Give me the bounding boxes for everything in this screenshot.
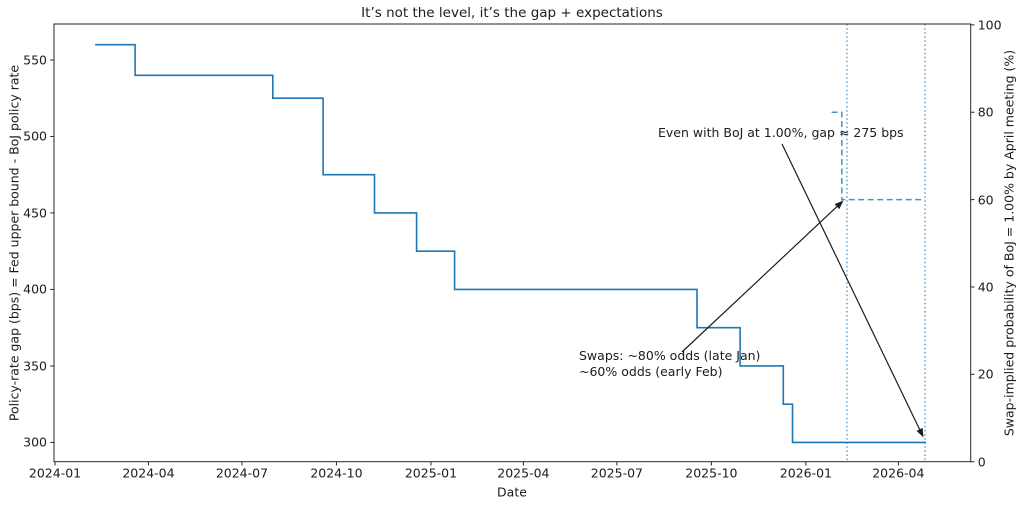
x-axis-label: Date [497,484,527,500]
y-left-tick-label: 550 [23,52,47,68]
x-tick-label: 2025-10 [685,465,738,480]
x-tick-label: 2024-10 [310,465,363,480]
annotation-arrow [781,143,922,433]
y-left-tick-label: 450 [23,205,47,221]
x-tick-label: 2026-01 [779,465,832,480]
x-tick-label: 2025-01 [404,465,458,480]
gap-step-line [95,43,927,444]
y-left-tick-label: 300 [23,434,47,450]
left-axis-label: Policy-rate gap (bps) = Fed upper bound … [6,64,22,422]
plot-border [53,23,972,463]
annotation-swap-odds: Swaps: ~80% odds (late Jan) ~60% odds (e… [579,348,761,379]
annotation-gap-275bps: Even with BoJ at 1.00%, gap ≈ 275 bps [658,125,904,140]
x-tick-label: 2025-07 [590,465,643,480]
swap-probability-line [831,111,925,201]
annotation-arrowhead [834,200,844,210]
chart-title: It’s not the level, it’s the gap + expec… [361,5,663,21]
y-right-tick-label: 40 [977,279,994,295]
right-axis-label: Swap-implied probability of BoJ = 1.00% … [1001,49,1017,437]
y-right-tick-label: 20 [977,366,994,382]
annotation-arrowhead [916,427,924,438]
y-right-tick-label: 80 [977,104,994,120]
y-right-tick-label: 0 [977,454,986,470]
y-left-tick-label: 400 [23,281,47,297]
x-tick-label: 2026-04 [872,465,925,480]
x-tick-label: 2024-04 [122,465,175,480]
y-right-tick-label: 100 [977,17,1002,33]
x-tick-label: 2024-07 [215,465,269,480]
y-left-tick-label: 350 [23,358,47,374]
x-tick-label: 2024-01 [28,465,82,480]
y-left-tick-label: 500 [23,128,47,144]
annotation-arrow [681,204,840,353]
x-tick-label: 2025-04 [497,465,550,480]
y-right-tick-label: 60 [977,192,994,208]
